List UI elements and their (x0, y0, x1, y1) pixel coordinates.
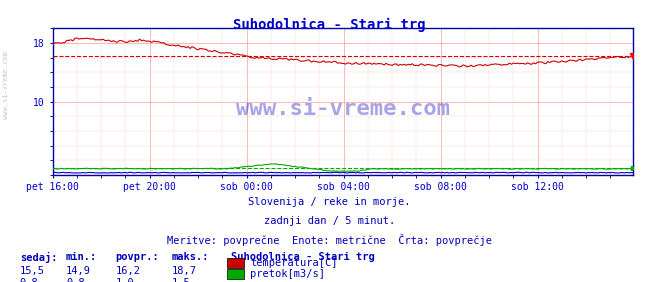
Text: 15,5: 15,5 (20, 266, 45, 276)
Text: temperatura[C]: temperatura[C] (250, 258, 338, 268)
Text: 0,8: 0,8 (20, 278, 38, 282)
Text: maks.:: maks.: (171, 252, 209, 262)
Text: 1,5: 1,5 (171, 278, 190, 282)
Text: 18,7: 18,7 (171, 266, 196, 276)
Text: www.si-vreme.com: www.si-vreme.com (3, 50, 9, 119)
Text: pretok[m3/s]: pretok[m3/s] (250, 269, 326, 279)
Text: Suhodolnica - Stari trg: Suhodolnica - Stari trg (231, 252, 374, 263)
Text: Slovenija / reke in morje.: Slovenija / reke in morje. (248, 197, 411, 207)
Text: 0,8: 0,8 (66, 278, 84, 282)
Text: Meritve: povprečne  Enote: metrične  Črta: povprečje: Meritve: povprečne Enote: metrične Črta:… (167, 234, 492, 246)
Text: www.si-vreme.com: www.si-vreme.com (236, 99, 449, 119)
Text: 14,9: 14,9 (66, 266, 91, 276)
Text: Suhodolnica - Stari trg: Suhodolnica - Stari trg (233, 18, 426, 32)
Text: 16,2: 16,2 (115, 266, 140, 276)
Text: povpr.:: povpr.: (115, 252, 159, 262)
Text: min.:: min.: (66, 252, 97, 262)
Text: sedaj:: sedaj: (20, 252, 57, 263)
Text: zadnji dan / 5 minut.: zadnji dan / 5 minut. (264, 216, 395, 226)
Text: 1,0: 1,0 (115, 278, 134, 282)
